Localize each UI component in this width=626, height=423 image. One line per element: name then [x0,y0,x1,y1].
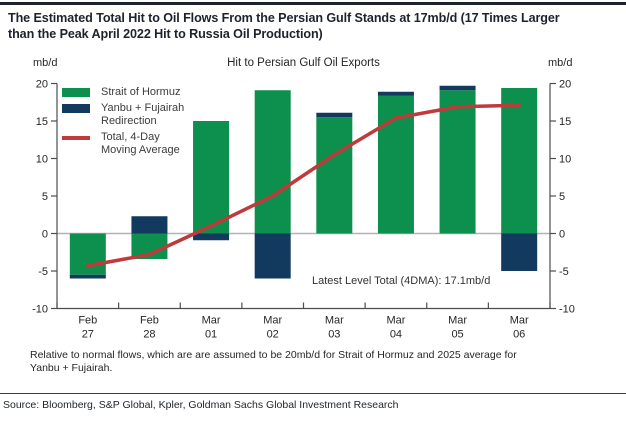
legend-box-swatch-icon [62,88,90,97]
chart-area: mb/d Hit to Persian Gulf Oil Exports mb/… [0,55,626,345]
legend-item: Total, 4-Day Moving Average [62,131,184,157]
x-tick-label-day: 01 [205,329,217,341]
left-axis-tick-label: 15 [36,116,48,128]
legend-item: Strait of Hormuz [62,86,184,99]
bar-yanbu-fujairah [501,233,538,271]
x-tick-label-day: 04 [390,329,402,341]
x-tick-label-day: 28 [143,329,155,341]
x-tick-label-month: Mar [263,315,282,327]
right-axis-tick-label: -5 [559,266,569,278]
bar-yanbu-fujairah [377,91,414,96]
right-axis-tick-label: 0 [559,229,565,241]
bar-strait-of-hormuz [316,117,353,234]
x-tick-label-month: Mar [386,315,405,327]
legend-box-swatch-icon [62,104,90,113]
left-axis-tick-label: 10 [36,154,48,166]
x-tick-label-day: 02 [267,329,279,341]
bar-strait-of-hormuz [254,90,291,234]
x-tick-label-month: Mar [202,315,221,327]
left-axis-unit-label: mb/d [33,57,58,69]
x-tick-label-day: 27 [82,329,94,341]
right-axis-tick-label: 5 [559,191,565,203]
left-axis-tick-label: -5 [38,266,48,278]
latest-level-annotation: Latest Level Total (4DMA): 17.1mb/d [312,275,491,287]
left-axis-tick-label: 0 [42,229,48,241]
bar-strait-of-hormuz [439,90,476,234]
legend-label: Yanbu + Fujairah Redirection [101,102,185,127]
right-axis-tick-label: 20 [559,79,571,91]
page-title: The Estimated Total Hit to Oil Flows Fro… [8,11,560,41]
right-axis-unit-label: mb/d [548,57,573,69]
bar-yanbu-fujairah [193,233,230,241]
x-tick-label-day: 05 [451,329,463,341]
left-axis-tick-label: 20 [36,79,48,91]
chart-title: Hit to Persian Gulf Oil Exports [227,57,380,69]
x-tick-label-month: Mar [325,315,344,327]
x-tick-label-month: Mar [510,315,529,327]
footnote: Relative to normal flows, which are are … [30,349,517,374]
moving-average-line [86,103,521,268]
bar-yanbu-fujairah [131,216,168,234]
bar-yanbu-fujairah [69,274,106,279]
right-axis-tick-label: -10 [559,304,575,316]
bar-strait-of-hormuz [501,88,538,234]
legend-label: Total, 4-Day Moving Average [101,131,180,156]
chart-legend: Strait of Hormuz Yanbu + Fujairah Redirec… [62,86,184,160]
legend-label: Strait of Hormuz [101,86,181,98]
left-axis-tick-label: 5 [42,191,48,203]
legend-line-swatch-icon [62,136,90,140]
bar-yanbu-fujairah [439,85,476,91]
bar-yanbu-fujairah [254,233,291,279]
bar-strait-of-hormuz [69,233,106,275]
x-tick-label-day: 06 [513,329,525,341]
top-border-rule [0,2,626,5]
source-text: Source: Bloomberg, S&P Global, Kpler, Go… [3,399,399,411]
bar-yanbu-fujairah [316,112,353,118]
x-tick-label-month: Mar [448,315,467,327]
x-tick-label-month: Feb [78,315,97,327]
bar-strait-of-hormuz [193,121,230,234]
x-tick-label-month: Feb [140,315,159,327]
x-tick-label-day: 03 [328,329,340,341]
left-axis-tick-label: -10 [32,304,48,316]
right-axis-tick-label: 10 [559,154,571,166]
legend-item: Yanbu + Fujairah Redirection [62,102,184,128]
source-divider-rule [0,393,626,394]
right-axis-tick-label: 15 [559,116,571,128]
